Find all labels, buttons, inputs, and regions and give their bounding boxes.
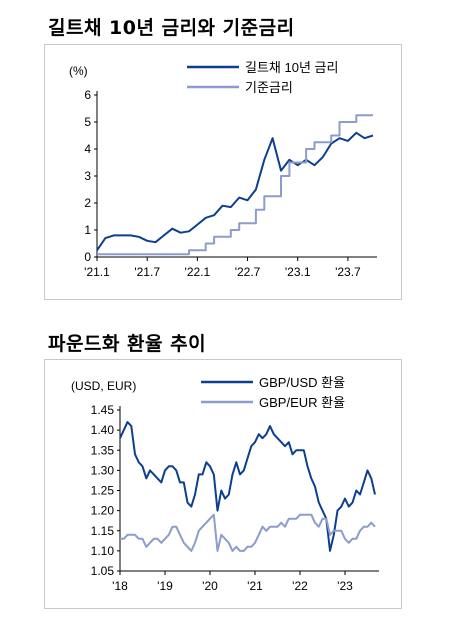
legend-label-2: 기준금리 [245, 80, 293, 95]
chart-1-title: 길트채 10년 금리와 기준금리 [48, 17, 295, 39]
x-tick-label: '22 [292, 579, 308, 593]
chart-2-frame: 1.45 1.40 1.35 1.30 1.25 1.20 1.15 1.10 1.05 (USD… [44, 359, 402, 609]
x-tick-label: '23 [337, 579, 353, 593]
y-tick-label: 3 [84, 169, 91, 183]
y-tick-label: 1.10 [91, 544, 115, 558]
x-tick-label: '23.7 [335, 265, 361, 279]
y-tick-label: 5 [84, 115, 91, 129]
y-tick-label: 0 [84, 250, 91, 264]
y-tick-label: 1.45 [91, 403, 115, 417]
chart-1-svg: 0 1 2 3 4 5 6 (%) '21.1 '21.7 '22.1 '22.7 '23.1 '23.7… [69, 60, 377, 279]
y-axis-label: (%) [69, 64, 88, 78]
series-line-1 [119, 421, 376, 552]
y-tick-label: 1.30 [91, 463, 115, 477]
chart-1-frame: 0 1 2 3 4 5 6 (%) '21.1 '21.7 '22.1 '22.7 '23.1 '23.7… [44, 44, 402, 300]
y-tick-label: 1.05 [91, 564, 115, 578]
x-tick-label: '19 [157, 579, 173, 593]
series-line-2 [120, 513, 376, 552]
x-tick-label: '21 [247, 579, 263, 593]
y-tick-label: 1.25 [91, 484, 115, 498]
x-tick-label: '20 [202, 579, 218, 593]
x-tick-label: '21.7 [134, 265, 160, 279]
chart-2-svg: 1.45 1.40 1.35 1.30 1.25 1.20 1.15 1.10 1.05 (USD… [71, 375, 379, 593]
y-tick-label: 1.35 [91, 443, 115, 457]
y-tick-label: 1.15 [91, 524, 115, 538]
y-tick-label: 1.40 [91, 423, 115, 437]
series-line-1 [96, 131, 374, 251]
x-tick-label: '23.1 [285, 265, 311, 279]
x-tick-label: '22.7 [235, 265, 261, 279]
series-line-2 [97, 114, 373, 256]
x-tick-label: '18 [112, 579, 128, 593]
y-tick-label: 6 [84, 88, 91, 102]
legend-label-1: GBP/USD 환율 [259, 375, 345, 390]
y-tick-label: 4 [84, 142, 91, 156]
legend-label-2: GBP/EUR 환율 [259, 395, 345, 410]
y-tick-label: 1 [84, 223, 91, 237]
y-axis-label: (USD, EUR) [71, 379, 136, 393]
chart-2-title: 파운드화 환율 추이 [48, 333, 207, 355]
y-tick-label: 2 [84, 196, 91, 210]
x-tick-label: '22.1 [185, 265, 211, 279]
x-tick-label: '21.1 [84, 265, 110, 279]
legend-label-1: 길트채 10년 금리 [245, 60, 338, 75]
y-tick-label: 1.20 [91, 504, 115, 518]
